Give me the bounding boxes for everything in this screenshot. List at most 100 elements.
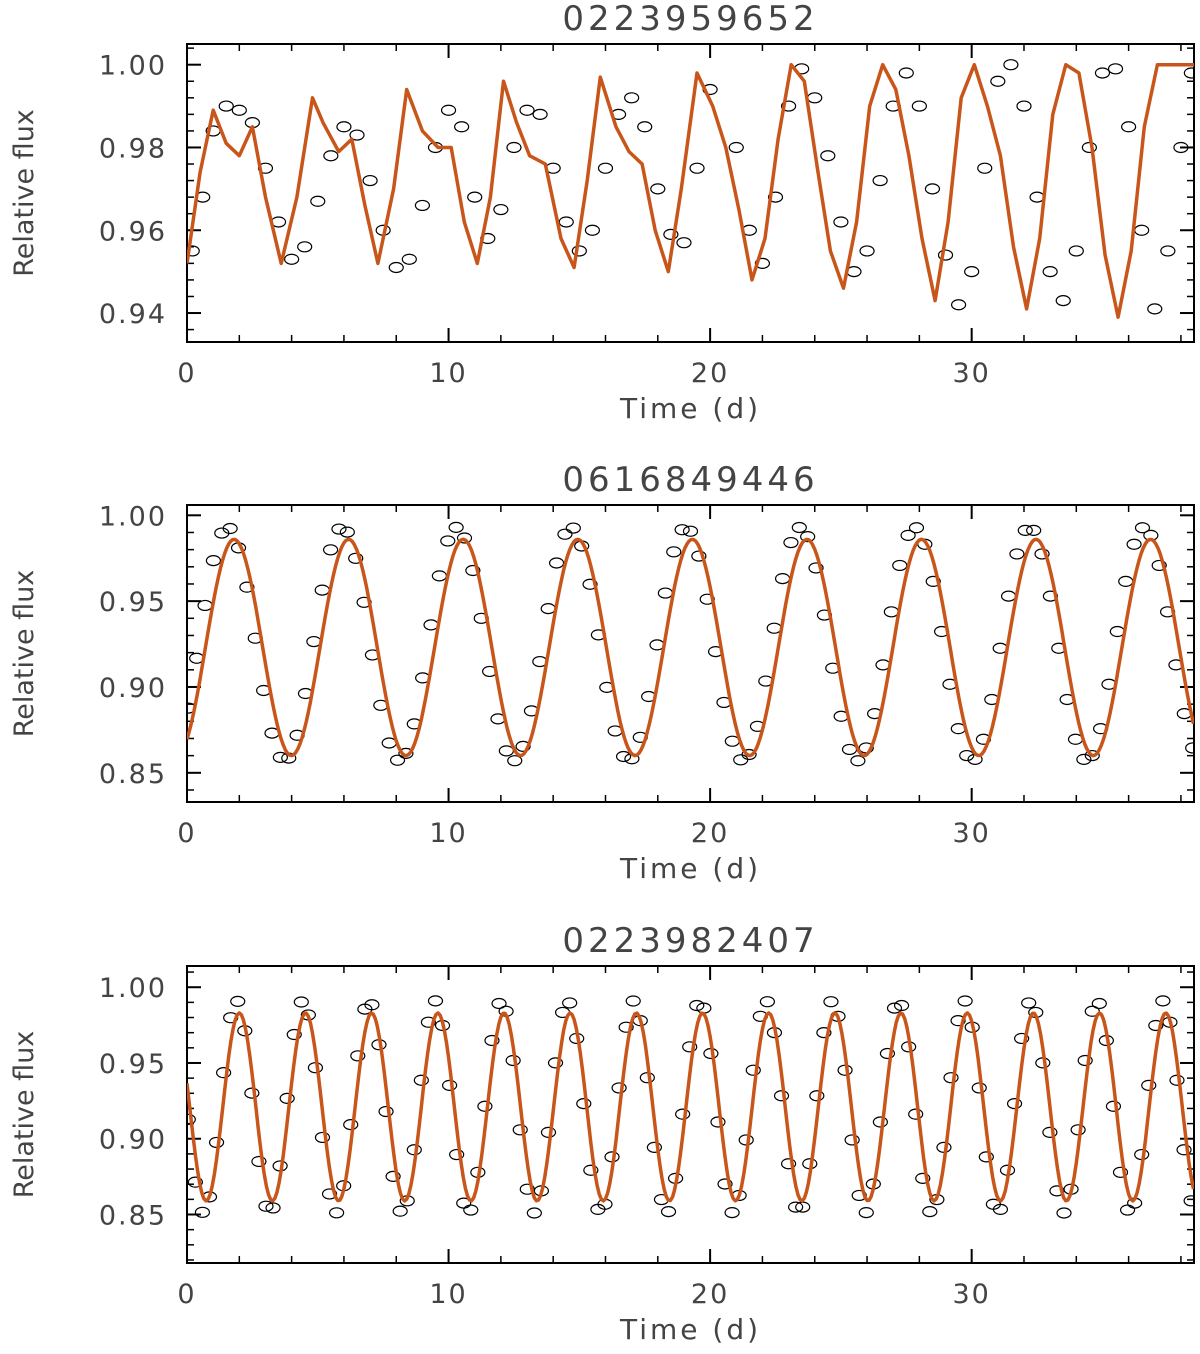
x-tick-label: 30 [952, 358, 990, 389]
x-axis-label: Time (d) [619, 1313, 761, 1346]
data-point [413, 1074, 429, 1086]
x-tick-label: 10 [429, 358, 467, 389]
data-point [1118, 575, 1134, 587]
data-point [773, 1090, 790, 1102]
data-point [558, 216, 574, 228]
data-point [448, 521, 464, 533]
y-tick-label: 0.95 [99, 587, 167, 618]
data-point [493, 203, 509, 216]
data-point [1147, 303, 1163, 315]
y-axis-label: Relative flux [9, 1031, 40, 1199]
data-point [440, 104, 457, 116]
model-curve [187, 1011, 1194, 1203]
data-point [548, 557, 565, 569]
data-point [1173, 141, 1189, 154]
data-point [1155, 995, 1171, 1007]
data-point [584, 224, 601, 236]
data-point [378, 1105, 394, 1118]
data-point [484, 1034, 500, 1047]
chart-title: 0223959652 [562, 0, 818, 39]
data-point [925, 575, 941, 587]
data-point [364, 999, 380, 1011]
data-point [788, 1201, 804, 1213]
data-point [883, 606, 899, 618]
data-point [467, 191, 483, 203]
data-point [728, 141, 744, 154]
data-point [675, 1108, 691, 1120]
data-point [251, 1155, 267, 1168]
data-point [1126, 538, 1142, 550]
data-point [816, 1027, 832, 1039]
data-point [1151, 559, 1167, 572]
y-tick-label: 0.96 [99, 216, 167, 247]
data-point [339, 526, 355, 538]
data-point [431, 570, 448, 582]
data-point [284, 253, 300, 265]
data-point [1091, 997, 1107, 1010]
data-point [321, 1188, 338, 1200]
data-point [1141, 1079, 1157, 1091]
data-point [859, 245, 875, 257]
data-point [844, 1134, 860, 1146]
data-point [872, 1116, 888, 1128]
data-point [959, 749, 975, 762]
data-point [427, 995, 444, 1007]
data-point [463, 1204, 479, 1216]
data-point [943, 1072, 959, 1084]
x-tick-label: 20 [691, 1279, 729, 1310]
data-point [349, 129, 365, 141]
y-tick-label: 0.95 [99, 1049, 167, 1080]
data-point [187, 1113, 196, 1126]
data-point [348, 552, 364, 564]
data-point [872, 174, 888, 187]
data-point [583, 1164, 599, 1176]
data-point [506, 141, 522, 154]
data-point [625, 995, 641, 1007]
data-point [780, 100, 797, 112]
data-point [676, 237, 692, 249]
data-point [1026, 524, 1042, 536]
data-point [582, 578, 598, 590]
y-tick-label: 0.98 [99, 133, 167, 164]
data-point [650, 183, 666, 195]
data-point [343, 1119, 359, 1131]
data-point [565, 522, 581, 534]
y-tick-label: 0.90 [99, 673, 167, 704]
data-point [442, 1079, 458, 1091]
data-point [977, 162, 993, 174]
data-point [310, 195, 326, 207]
x-axis-label: Time (d) [619, 392, 761, 425]
data-point [440, 535, 456, 547]
data-point [1068, 245, 1084, 257]
data-point [689, 162, 705, 174]
data-point [1055, 295, 1071, 307]
model-curve [187, 62, 1194, 319]
data-point [710, 1116, 726, 1128]
data-point [937, 249, 954, 261]
data-point [1169, 1074, 1185, 1086]
data-point [286, 1028, 302, 1041]
data-point [197, 599, 213, 612]
data-point [187, 245, 200, 257]
plot-area [187, 59, 1194, 319]
data-point [1148, 1019, 1164, 1032]
x-tick-label: 0 [177, 818, 196, 849]
data-point [512, 1124, 528, 1136]
x-tick-label: 0 [177, 358, 196, 389]
data-point [618, 1021, 634, 1033]
data-point [833, 216, 849, 228]
data-point [841, 743, 858, 756]
y-tick-label: 1.00 [99, 501, 167, 532]
data-point [388, 261, 404, 274]
data-point [663, 228, 679, 240]
data-point [507, 755, 523, 767]
data-point [576, 1098, 592, 1110]
data-point [322, 544, 339, 556]
data-point [780, 1158, 797, 1170]
data-point [774, 572, 791, 585]
data-point [964, 266, 980, 278]
data-point [323, 150, 339, 162]
data-point [990, 75, 1006, 87]
